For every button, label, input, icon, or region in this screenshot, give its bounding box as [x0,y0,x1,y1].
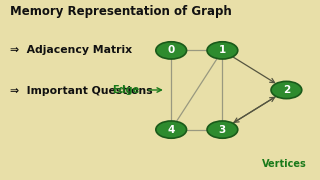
Text: 2: 2 [283,85,290,95]
Text: 4: 4 [167,125,175,135]
Text: Memory Representation of Graph: Memory Representation of Graph [10,5,231,18]
Circle shape [207,121,238,138]
Circle shape [207,42,238,59]
Text: Edge: Edge [112,85,139,95]
Text: ⇒  Adjacency Matrix: ⇒ Adjacency Matrix [10,45,132,55]
Text: ⇒  Important Questions: ⇒ Important Questions [10,86,152,96]
Circle shape [156,121,187,138]
Text: 0: 0 [168,45,175,55]
Text: 3: 3 [219,125,226,135]
Circle shape [271,81,302,99]
Text: 1: 1 [219,45,226,55]
Circle shape [156,42,187,59]
Text: Vertices: Vertices [262,159,307,169]
